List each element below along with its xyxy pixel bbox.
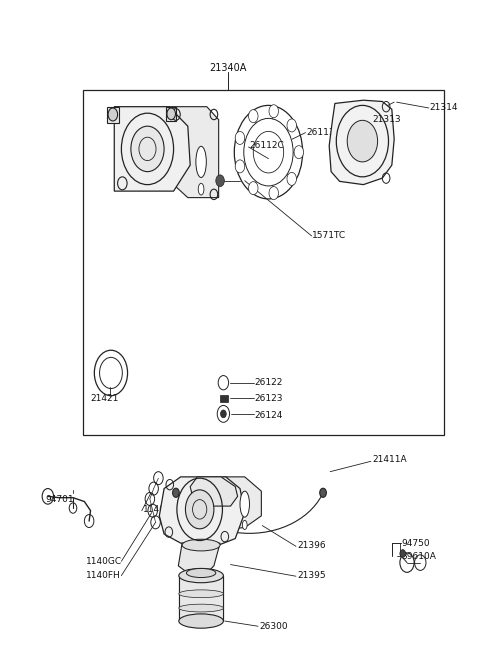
Polygon shape [179,543,220,573]
Polygon shape [169,107,219,198]
Circle shape [287,119,297,132]
Circle shape [216,175,224,187]
Circle shape [173,488,179,497]
Circle shape [235,160,245,173]
Text: 21395: 21395 [297,571,325,580]
Polygon shape [159,477,245,545]
Text: 21314: 21314 [430,103,458,113]
Circle shape [235,132,245,145]
Polygon shape [179,576,223,621]
Text: 26124: 26124 [254,411,283,420]
Ellipse shape [186,569,216,578]
Ellipse shape [182,539,220,551]
Ellipse shape [196,146,206,178]
Text: 39610A: 39610A [401,552,436,561]
Polygon shape [190,477,238,506]
Circle shape [347,121,378,162]
Text: 94750: 94750 [401,538,430,548]
Ellipse shape [179,590,223,597]
Circle shape [167,108,176,120]
Circle shape [249,181,258,195]
Text: 21396: 21396 [297,540,325,550]
Polygon shape [107,107,119,123]
Circle shape [249,109,258,122]
Ellipse shape [179,569,223,583]
Text: 26123: 26123 [254,394,283,403]
Circle shape [400,550,406,557]
Text: 21411A: 21411A [372,455,407,464]
Circle shape [294,145,303,159]
Text: 26113C: 26113C [306,128,341,137]
Ellipse shape [179,614,223,628]
Ellipse shape [242,520,247,529]
Ellipse shape [198,183,204,195]
Polygon shape [114,107,190,191]
Polygon shape [223,477,261,529]
Circle shape [287,172,297,185]
Text: 21340A: 21340A [209,63,247,73]
Text: 1140GC: 1140GC [86,557,122,566]
Polygon shape [329,100,394,185]
Text: 94701: 94701 [46,495,74,504]
Polygon shape [167,107,176,121]
Text: 21421: 21421 [91,394,119,403]
Text: 1571TC: 1571TC [312,231,346,240]
Text: 1140FT: 1140FT [143,505,176,514]
Bar [219,395,228,402]
Ellipse shape [179,604,223,612]
Circle shape [269,105,278,118]
Text: 1140FH: 1140FH [86,571,120,580]
Circle shape [220,410,226,418]
Circle shape [108,108,118,121]
Ellipse shape [240,491,250,517]
Bar [84,90,444,435]
Text: 26112C: 26112C [250,141,284,150]
Text: 26122: 26122 [254,378,283,387]
Circle shape [131,126,164,172]
Circle shape [269,187,278,200]
Circle shape [185,490,214,529]
Text: 26300: 26300 [259,622,288,631]
Text: 21313: 21313 [372,115,400,124]
Circle shape [320,488,326,497]
